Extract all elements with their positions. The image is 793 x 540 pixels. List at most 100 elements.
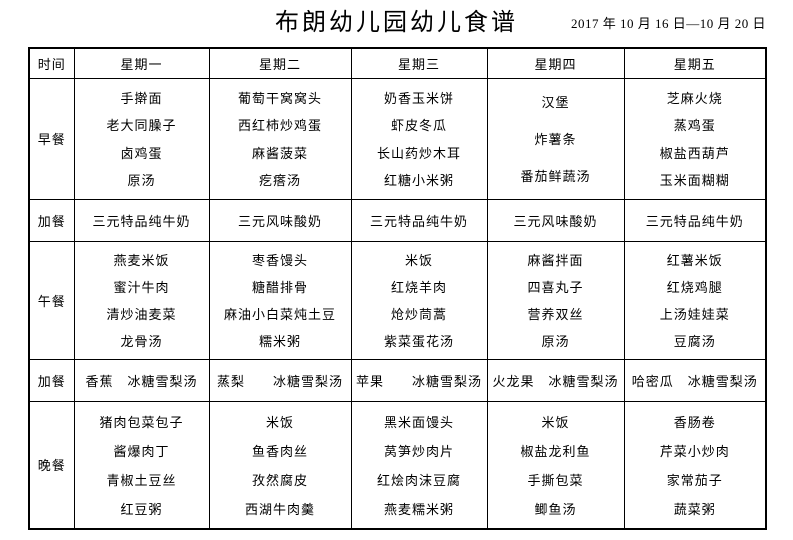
dish: 炸薯条 — [534, 131, 577, 147]
dish: 酱爆肉丁 — [113, 443, 170, 459]
menu-cell-lunch-tuesday: 枣香馒头 糖醋排骨 麻油小白菜炖土豆 糯米粥 — [208, 240, 352, 360]
page-title: 布朗幼儿园幼儿食谱 — [275, 10, 518, 36]
menu-cell-dinner-wednesday: 黑米面馒头 莴笋炒肉片 红烩肉沫豆腐 燕麦糯米粥 — [350, 400, 488, 530]
date-range: 2017 年 10 月 16 日—10 月 20 日 — [570, 16, 766, 31]
dish: 枣香馒头 — [251, 253, 308, 269]
menu-cell-snack1-wednesday: 三元特品纯牛奶 — [350, 198, 488, 242]
dish: 家常茄子 — [666, 472, 723, 488]
dish: 汉堡 — [541, 95, 570, 111]
meal-row-morning-snack: 加餐 三元特品纯牛奶 三元风味酸奶 三元特品纯牛奶 三元风味酸奶 三元特品纯牛奶 — [28, 198, 767, 242]
dish: 麻油小白菜炖土豆 — [223, 306, 336, 322]
column-header-friday: 星期五 — [623, 47, 767, 79]
dish: 芝麻火烧 — [666, 90, 723, 106]
dish: 红烩肉沫豆腐 — [376, 472, 461, 488]
dish: 西红柿炒鸡蛋 — [237, 118, 322, 134]
dish: 鱼香肉丝 — [251, 443, 308, 459]
dish: 长山药炒木耳 — [376, 145, 461, 161]
dish: 豆腐汤 — [673, 333, 716, 349]
dish: 原汤 — [127, 173, 156, 189]
dish: 米饭 — [265, 414, 294, 430]
menu-cell-dinner-tuesday: 米饭 鱼香肉丝 孜然腐皮 西湖牛肉羹 — [208, 400, 352, 530]
menu-table: 时间 星期一 星期二 星期三 星期四 星期五 早餐 手擀面 老大同臊子 卤鸡蛋 … — [28, 47, 767, 530]
dish: 火龙果 冰糖雪梨汤 — [492, 373, 619, 389]
dish: 糯米粥 — [258, 333, 301, 349]
dish: 猪肉包菜包子 — [99, 414, 184, 430]
menu-cell-snack2-tuesday: 蒸梨 冰糖雪梨汤 — [208, 358, 352, 402]
dish: 芹菜小炒肉 — [659, 443, 730, 459]
dish: 哈密瓜 冰糖雪梨汤 — [631, 373, 758, 389]
dish: 孜然腐皮 — [251, 472, 308, 488]
menu-cell-breakfast-monday: 手擀面 老大同臊子 卤鸡蛋 原汤 — [73, 77, 210, 200]
column-header-time: 时间 — [28, 47, 75, 79]
dish: 红烧鸡腿 — [666, 280, 723, 296]
dish: 疙瘩汤 — [258, 173, 301, 189]
dish: 椒盐西葫芦 — [659, 145, 730, 161]
dish: 燕麦糯米粥 — [383, 501, 454, 517]
menu-cell-lunch-monday: 燕麦米饭 蜜汁牛肉 清炒油麦菜 龙骨汤 — [73, 240, 210, 360]
dish: 三元特品纯牛奶 — [645, 213, 744, 229]
dish: 原汤 — [541, 333, 570, 349]
column-header-monday: 星期一 — [73, 47, 210, 79]
dish: 莴笋炒肉片 — [383, 443, 454, 459]
meal-label: 晚餐 — [28, 400, 75, 530]
meal-row-lunch: 午餐 燕麦米饭 蜜汁牛肉 清炒油麦菜 龙骨汤 枣香馒头 糖醋排骨 麻油小白菜炖土… — [28, 240, 767, 360]
dish: 麻酱菠菜 — [251, 145, 308, 161]
menu-cell-lunch-friday: 红薯米饭 红烧鸡腿 上汤娃娃菜 豆腐汤 — [623, 240, 767, 360]
menu-cell-dinner-thursday: 米饭 椒盐龙利鱼 手撕包菜 鲫鱼汤 — [486, 400, 625, 530]
dish: 香蕉 冰糖雪梨汤 — [85, 373, 198, 389]
meal-row-afternoon-snack: 加餐 香蕉 冰糖雪梨汤 蒸梨 冰糖雪梨汤 苹果 冰糖雪梨汤 火龙果 冰糖雪梨汤 … — [28, 358, 767, 402]
menu-cell-snack2-monday: 香蕉 冰糖雪梨汤 — [73, 358, 210, 402]
menu-cell-lunch-thursday: 麻酱拌面 四喜丸子 营养双丝 原汤 — [486, 240, 625, 360]
dish: 红烧羊肉 — [390, 280, 447, 296]
menu-cell-snack1-friday: 三元特品纯牛奶 — [623, 198, 767, 242]
dish: 蜜汁牛肉 — [113, 280, 170, 296]
dish: 红薯米饭 — [666, 253, 723, 269]
dish: 手撕包菜 — [527, 472, 584, 488]
dish: 四喜丸子 — [527, 280, 584, 296]
dish: 青椒土豆丝 — [106, 472, 177, 488]
dish: 葡萄干窝窝头 — [237, 90, 322, 106]
column-header-thursday: 星期四 — [486, 47, 625, 79]
dish: 龙骨汤 — [120, 333, 163, 349]
menu-cell-breakfast-wednesday: 奶香玉米饼 虾皮冬瓜 长山药炒木耳 红糖小米粥 — [350, 77, 488, 200]
dish: 老大同臊子 — [106, 118, 177, 134]
menu-cell-breakfast-tuesday: 葡萄干窝窝头 西红柿炒鸡蛋 麻酱菠菜 疙瘩汤 — [208, 77, 352, 200]
dish: 椒盐龙利鱼 — [520, 443, 591, 459]
meal-row-breakfast: 早餐 手擀面 老大同臊子 卤鸡蛋 原汤 葡萄干窝窝头 西红柿炒鸡蛋 麻酱菠菜 疙… — [28, 77, 767, 200]
dish: 米饭 — [404, 253, 433, 269]
dish: 手擀面 — [120, 90, 163, 106]
dish: 香肠卷 — [673, 414, 716, 430]
dish: 番茄鲜蔬汤 — [520, 168, 591, 184]
meal-row-dinner: 晚餐 猪肉包菜包子 酱爆肉丁 青椒土豆丝 红豆粥 米饭 鱼香肉丝 孜然腐皮 西湖… — [28, 400, 767, 530]
menu-cell-snack1-monday: 三元特品纯牛奶 — [73, 198, 210, 242]
dish: 西湖牛肉羹 — [244, 501, 315, 517]
menu-cell-breakfast-friday: 芝麻火烧 蒸鸡蛋 椒盐西葫芦 玉米面糊糊 — [623, 77, 767, 200]
dish: 燕麦米饭 — [113, 253, 170, 269]
dish: 上汤娃娃菜 — [659, 306, 730, 322]
meal-label: 早餐 — [28, 77, 75, 200]
dish: 蔬菜粥 — [673, 501, 716, 517]
dish: 三元特品纯牛奶 — [369, 213, 468, 229]
dish: 卤鸡蛋 — [120, 145, 163, 161]
dish: 紫菜蛋花汤 — [383, 333, 454, 349]
menu-cell-dinner-monday: 猪肉包菜包子 酱爆肉丁 青椒土豆丝 红豆粥 — [73, 400, 210, 530]
dish: 麻酱拌面 — [527, 253, 584, 269]
menu-cell-breakfast-thursday: 汉堡 炸薯条 番茄鲜蔬汤 — [486, 77, 625, 200]
menu-cell-snack1-tuesday: 三元风味酸奶 — [208, 198, 352, 242]
meal-label: 加餐 — [28, 198, 75, 242]
menu-cell-snack2-thursday: 火龙果 冰糖雪梨汤 — [486, 358, 625, 402]
dish: 糖醋排骨 — [251, 280, 308, 296]
menu-cell-lunch-wednesday: 米饭 红烧羊肉 炝炒茼蒿 紫菜蛋花汤 — [350, 240, 488, 360]
dish: 三元风味酸奶 — [237, 213, 322, 229]
dish: 蒸鸡蛋 — [673, 118, 716, 134]
menu-cell-snack2-friday: 哈密瓜 冰糖雪梨汤 — [623, 358, 767, 402]
dish: 苹果 冰糖雪梨汤 — [355, 373, 482, 389]
meal-label: 午餐 — [28, 240, 75, 360]
dish: 鲫鱼汤 — [534, 501, 577, 517]
meal-label: 加餐 — [28, 358, 75, 402]
dish: 营养双丝 — [527, 306, 584, 322]
dish: 玉米面糊糊 — [659, 173, 730, 189]
dish: 三元特品纯牛奶 — [92, 213, 191, 229]
column-header-tuesday: 星期二 — [208, 47, 352, 79]
